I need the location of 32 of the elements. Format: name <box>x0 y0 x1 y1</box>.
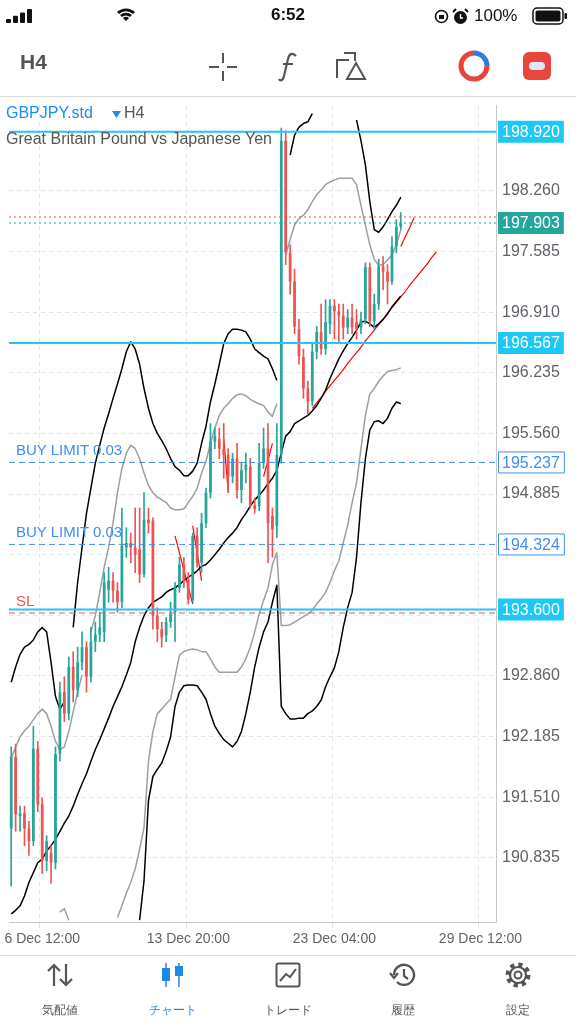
ref-line-label: 198.920 <box>502 123 560 141</box>
y-tick-label: 195.560 <box>502 423 560 441</box>
y-tick-label: 196.235 <box>502 363 560 381</box>
ref-line-label: 197.903 <box>502 214 560 232</box>
x-tick-label: 23 Dec 04:00 <box>292 930 377 947</box>
y-tick-label: 192.185 <box>502 726 560 744</box>
text: Great Britain Pound vs Japanese Yen <box>6 130 272 148</box>
text: トレード <box>263 1002 313 1019</box>
y-tick-label: 196.910 <box>502 302 560 320</box>
text: 設定 <box>505 1002 531 1019</box>
ref-line-label: 193.600 <box>502 600 560 618</box>
x-tick-label: 13 Dec 20:00 <box>146 930 231 947</box>
ref-line-label: 196.567 <box>502 334 560 352</box>
text: 6:52 <box>270 5 306 24</box>
text: 気配値 <box>41 1002 79 1019</box>
chart-title: GBPJPY.std <box>6 104 93 122</box>
y-tick-label: 194.885 <box>502 484 560 502</box>
text: 100% <box>474 6 518 26</box>
y-tick-label: 192.860 <box>502 666 560 684</box>
y-tick-label: 197.585 <box>502 241 560 259</box>
x-tick-label: 6 Dec 12:00 <box>4 930 81 947</box>
text: H4 <box>20 50 47 74</box>
y-tick-label: 191.510 <box>502 787 560 805</box>
y-tick-label: 190.835 <box>502 848 560 866</box>
x-tick-label: 29 Dec 12:00 <box>438 930 523 947</box>
ref-line-label: 195.237 <box>502 453 560 471</box>
text: チャート <box>148 1002 198 1019</box>
annotation: SL <box>16 591 35 609</box>
y-tick-label: 198.260 <box>502 181 560 199</box>
annotation: H4 <box>124 104 145 122</box>
ref-line-label: 194.324 <box>502 535 560 553</box>
text: 履歴 <box>390 1002 416 1019</box>
